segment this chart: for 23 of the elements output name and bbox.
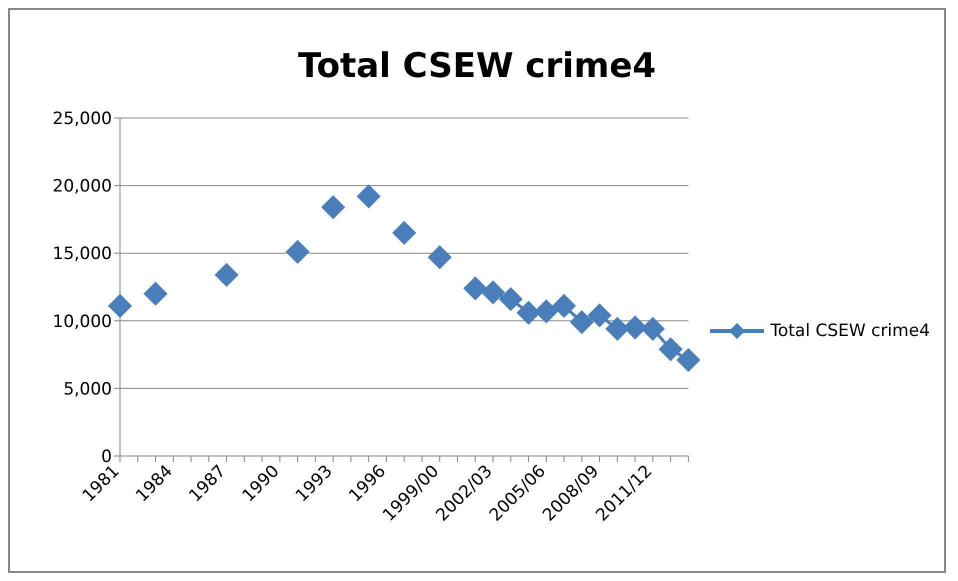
point [321, 195, 346, 220]
point [356, 184, 381, 208]
point [286, 240, 310, 264]
y-tick-label: 25,000 [52, 109, 112, 130]
point [570, 310, 594, 334]
y-tick-label: 5,000 [63, 379, 112, 400]
point [214, 262, 239, 287]
legend-label: Total CSEW crime4 [770, 321, 930, 341]
point [392, 220, 416, 245]
point [676, 348, 700, 372]
point [658, 337, 683, 362]
y-tick-label: 10,000 [52, 312, 112, 332]
point [552, 294, 576, 318]
point [428, 245, 452, 270]
y-tick-label: 20,000 [52, 176, 112, 197]
point [498, 287, 523, 312]
y-tick-label: 0 [101, 447, 112, 468]
chart-title: Total CSEW crime4 [296, 46, 658, 88]
y-tick-label: 15,000 [52, 244, 112, 264]
point [144, 282, 168, 306]
point [480, 280, 505, 304]
point [588, 303, 612, 328]
point [463, 276, 488, 300]
